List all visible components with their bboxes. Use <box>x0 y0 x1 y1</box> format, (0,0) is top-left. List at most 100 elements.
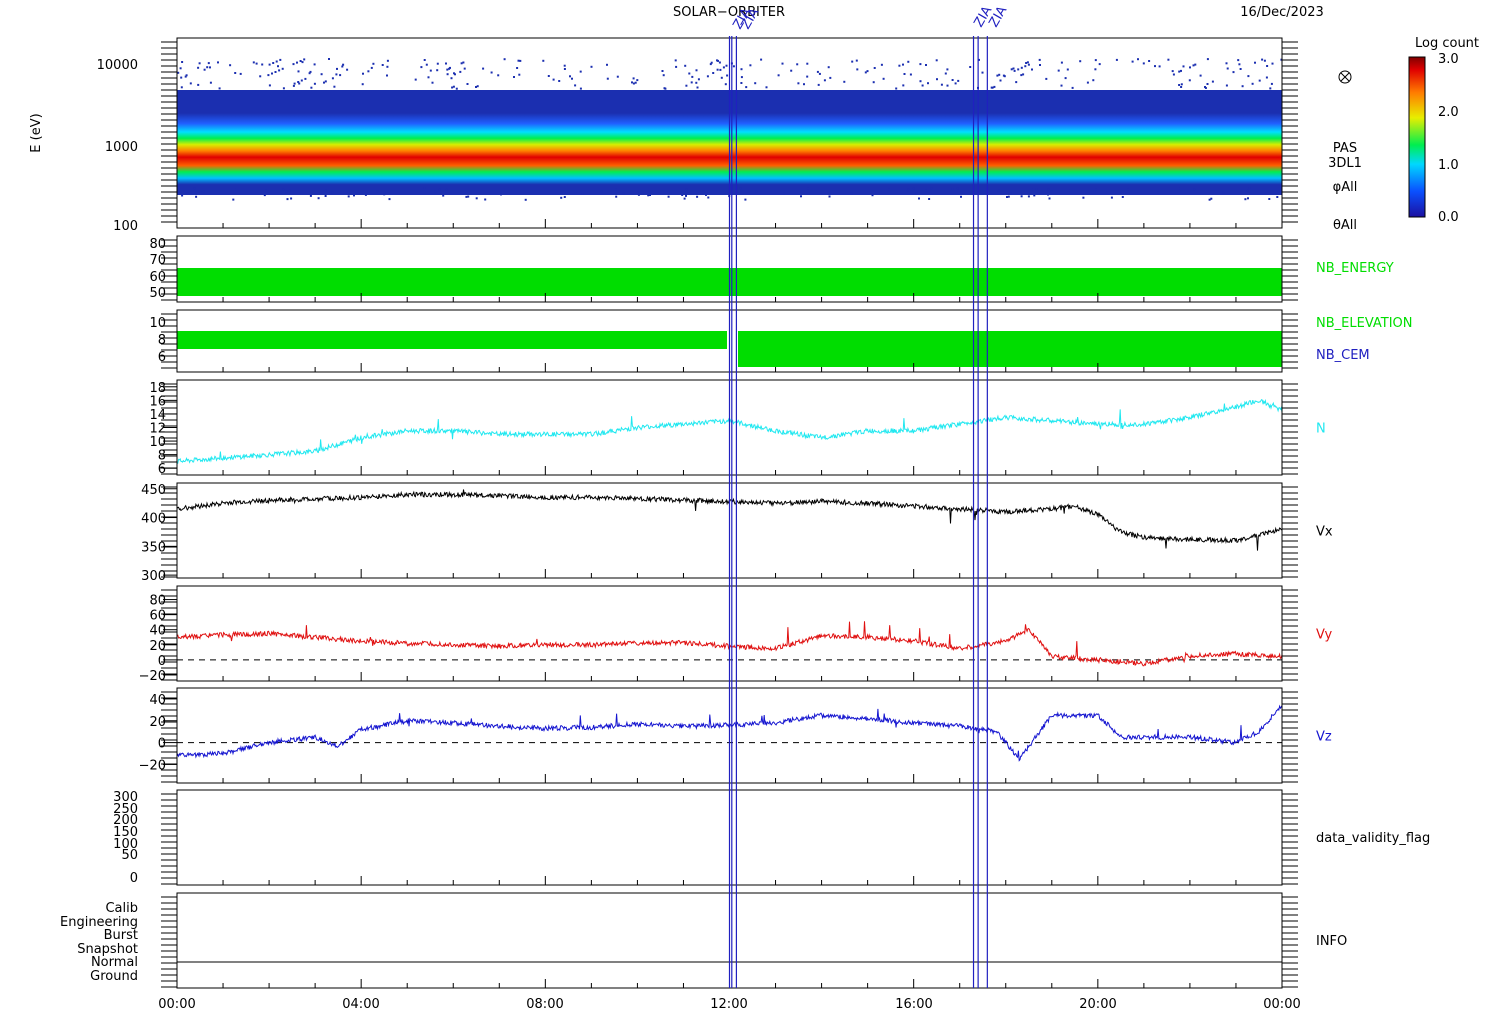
spectrogram-speckle <box>829 76 832 79</box>
spectrogram-speckle <box>1265 76 1268 79</box>
spectrogram-speckle <box>425 63 428 66</box>
series-label-vz: Vz <box>1316 730 1332 745</box>
spectrogram-speckle <box>716 68 719 71</box>
spectrogram-speckle <box>647 194 650 197</box>
spectrogram-speckle <box>749 64 752 67</box>
spectrogram-speckle <box>574 191 577 194</box>
spectrogram-speckle <box>1247 197 1249 200</box>
spectrogram-speckle <box>725 64 728 67</box>
spectrogram-speckle <box>685 194 687 197</box>
spectrogram-speckle <box>684 64 687 67</box>
spectrogram-speckle <box>1026 61 1029 64</box>
spectrogram-speckle <box>1003 75 1006 78</box>
spectrogram-speckle <box>484 198 487 201</box>
spectrogram-speckle <box>919 80 922 83</box>
spectrogram-speckle <box>816 70 819 73</box>
spectrogram-speckle <box>490 71 493 74</box>
spectrogram-speckle <box>300 79 303 82</box>
spectrogram-speckle <box>446 68 449 71</box>
spectrogram-speckle <box>388 198 391 201</box>
spectrogram-speckle <box>560 196 563 199</box>
spectrogram-speckle <box>1241 85 1244 88</box>
y-tick-label: 150 <box>113 825 138 840</box>
spectrogram-speckle <box>1071 86 1074 89</box>
spectrogram-speckle <box>1022 73 1025 76</box>
spectrogram-speckle <box>186 192 189 195</box>
mode-label: Normal <box>91 955 138 970</box>
spectrogram-speckle <box>702 190 705 193</box>
spectrogram-speckle <box>1121 196 1124 198</box>
spectrogram-speckle <box>438 188 441 191</box>
series-label-vx: Vx <box>1316 525 1333 540</box>
spectrogram-speckle <box>1092 79 1095 82</box>
spectrogram-speckle <box>558 80 561 82</box>
spectrogram-speckle <box>636 191 639 194</box>
spectrogram-speckle <box>1237 59 1240 62</box>
spectrogram-speckle <box>452 85 455 88</box>
spectrogram-speckle <box>906 189 909 192</box>
nb-elevation-band-1 <box>177 331 727 349</box>
spectrogram-speckle <box>807 187 809 190</box>
spectrogram-speckle <box>1017 68 1020 71</box>
spectrogram-speckle <box>1047 193 1049 196</box>
spectrogram-speckle <box>1045 77 1048 80</box>
spectrogram-speckle <box>361 83 364 86</box>
spectrogram-speckle <box>189 82 192 85</box>
spectrogram-speckle <box>434 190 437 193</box>
spectrogram-speckle <box>981 71 984 74</box>
spectrogram-speckle <box>277 65 279 68</box>
spectrogram-speckle <box>719 68 722 71</box>
spectrogram-speckle <box>234 72 237 74</box>
spectrogram-speckle <box>1193 188 1196 191</box>
spectrogram-speckle <box>274 71 277 73</box>
spectrogram-speckle <box>1039 64 1041 66</box>
spectrogram-speckle <box>333 85 336 88</box>
panel-data-validity-flag: 300 250 200 150 100 50 0 data_validity_f… <box>113 789 1430 886</box>
spectrogram-speckle <box>909 73 912 76</box>
colorbar-tick-label: 0.0 <box>1438 210 1459 225</box>
spectrogram-speckle <box>925 189 927 192</box>
spectrogram-speckle <box>197 83 200 86</box>
spectrogram-speckle <box>740 76 743 79</box>
spectrogram-speckle <box>429 69 432 72</box>
event-markers: ZIA ZIA ZIA ZIA <box>728 4 1010 988</box>
spectrogram-speckle <box>445 188 448 191</box>
spectrogram-speckle <box>697 78 700 81</box>
spectrogram-speckle <box>336 67 338 70</box>
spectrogram-speckle <box>442 194 445 197</box>
spectrogram-speckle <box>928 198 931 200</box>
spectrogram-speckle <box>993 85 996 88</box>
spectrogram-speckle <box>667 195 670 198</box>
spectrogram-speckle <box>1208 198 1211 201</box>
spectrogram-speckle <box>705 193 707 196</box>
spectrogram-speckle <box>1127 188 1129 191</box>
spectrogram-speckle <box>1204 86 1206 88</box>
spectrogram-speckle <box>372 62 375 65</box>
spectrogram-speckle <box>275 60 278 63</box>
spectrogram-speckle <box>797 82 800 85</box>
y-tick-label: 14 <box>149 408 166 423</box>
spectrogram-speckle <box>445 62 447 65</box>
spectrogram-speckle <box>309 194 312 197</box>
y-axis-label: E (eV) <box>29 113 44 152</box>
into-page-symbol-icon <box>1338 70 1352 84</box>
spectrogram-speckle <box>1020 66 1023 69</box>
y-tick-label: 60 <box>149 270 166 285</box>
y-tick-label: 20 <box>149 639 166 654</box>
spectrogram-speckle <box>978 58 980 61</box>
spectrogram-speckle <box>690 81 693 84</box>
spectrogram-speckle <box>451 86 454 89</box>
spectrogram-speckle <box>1050 190 1053 193</box>
spectrogram-speckle <box>634 81 637 84</box>
colorbar-tick-label: 3.0 <box>1438 52 1459 67</box>
spectrogram-speckle <box>622 192 625 195</box>
spectrogram-speckle <box>436 69 439 72</box>
spectrogram-speckle <box>903 73 906 75</box>
spectrogram-speckle <box>960 195 962 198</box>
spectrogram-speckle <box>181 194 184 197</box>
side-label-3dl1: 3DL1 <box>1328 156 1362 171</box>
y-tick-label: 6 <box>158 350 166 365</box>
spectrogram-speckle <box>202 190 205 193</box>
spectrogram-speckle <box>331 77 334 80</box>
x-tick-label: 16:00 <box>895 997 932 1012</box>
